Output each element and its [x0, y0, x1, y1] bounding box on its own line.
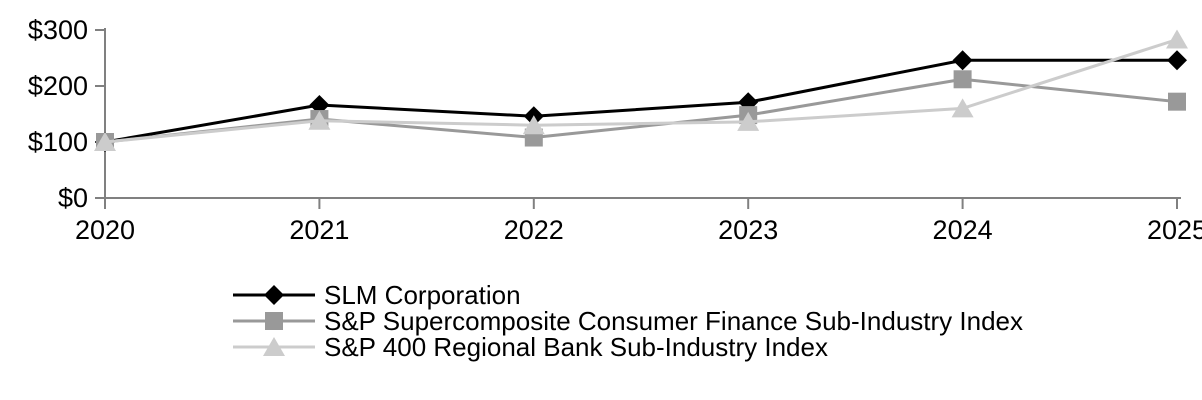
legend-triangle-marker-icon — [263, 337, 285, 356]
legend-label-consumer-finance-index: S&P Supercomposite Consumer Finance Sub-… — [324, 306, 1023, 336]
legend-item-consumer-finance-index: S&P Supercomposite Consumer Finance Sub-… — [233, 308, 1023, 334]
chart-plot-area: $0 $100 $200 $300 2020 2021 2022 2023 2024 2025 — [28, 15, 1202, 245]
x-axis-tick-label: 2021 — [289, 215, 349, 245]
x-axis-tick-label: 2024 — [933, 215, 993, 245]
x-axis-tick-label: 2020 — [75, 215, 135, 245]
legend-label-regional-bank-index: S&P 400 Regional Bank Sub-Industry Index — [324, 332, 828, 362]
data-point-marker-triangle-icon — [94, 132, 116, 151]
data-point-marker-square-icon — [1168, 92, 1186, 111]
data-point-marker-triangle-icon — [1166, 29, 1188, 49]
data-point-marker-triangle-icon — [308, 110, 331, 130]
legend-sample-gray-square-line — [233, 312, 315, 330]
legend-label-slm-corporation: SLM Corporation — [324, 280, 521, 310]
y-axis-tick-label: $100 — [28, 127, 88, 157]
x-axis-tick-label: 2025 — [1147, 215, 1202, 245]
x-axis-tick-label: 2023 — [718, 215, 778, 245]
data-point-marker-diamond-icon — [1167, 50, 1187, 71]
data-point-marker-triangle-icon — [522, 115, 545, 135]
series-line-0 — [104, 58, 1177, 144]
legend-sample-black-diamond-line — [233, 285, 315, 305]
x-axis-tick-label: 2022 — [504, 215, 564, 245]
legend-diamond-marker-icon — [264, 285, 284, 305]
legend-item-slm-corporation: SLM Corporation — [233, 282, 1023, 308]
chart-legend: SLM Corporation S&P Supercomposite Consu… — [233, 282, 1023, 360]
legend-sample-light-triangle-line — [233, 337, 315, 356]
data-point-marker-triangle-icon — [737, 111, 760, 131]
series-line-2 — [104, 38, 1178, 144]
y-axis-tick-label: $300 — [28, 15, 88, 45]
y-axis-tick-label: $200 — [28, 71, 88, 101]
data-point-marker-diamond-icon — [952, 50, 973, 71]
data-point-marker-square-icon — [953, 70, 972, 89]
legend-item-regional-bank-index: S&P 400 Regional Bank Sub-Industry Index — [233, 334, 1023, 360]
data-point-marker-triangle-icon — [951, 98, 974, 118]
y-axis-tick-label: $0 — [58, 183, 88, 213]
legend-square-marker-icon — [265, 312, 283, 330]
